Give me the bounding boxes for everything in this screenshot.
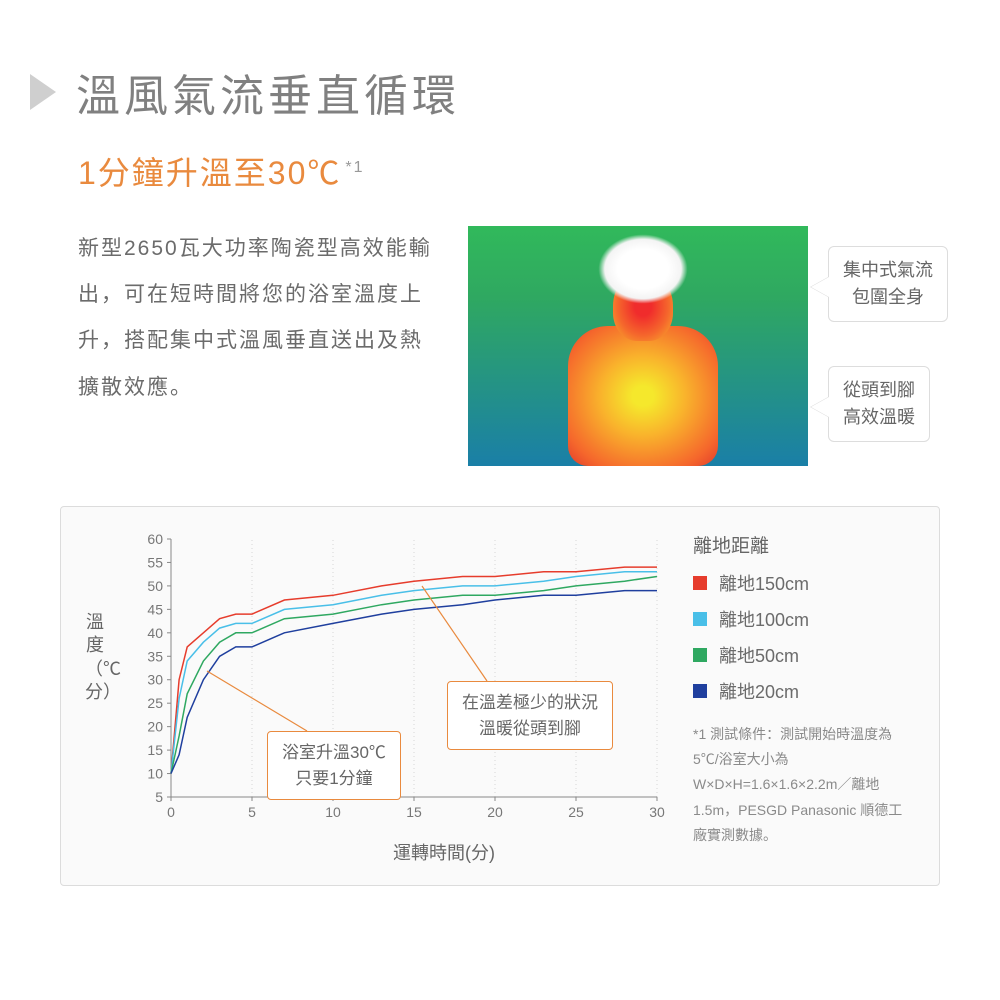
y-axis-label: 溫度（℃分） bbox=[85, 611, 105, 705]
legend-label: 離地20cm bbox=[719, 678, 799, 704]
svg-text:30: 30 bbox=[649, 804, 665, 820]
main-title: 溫風氣流垂直循環 bbox=[76, 60, 460, 124]
subtitle-text: 1分鐘升溫至30℃ bbox=[78, 155, 341, 191]
svg-text:55: 55 bbox=[147, 554, 163, 570]
svg-text:15: 15 bbox=[406, 804, 422, 820]
legend-item: 離地50cm bbox=[693, 642, 915, 668]
legend-label: 離地100cm bbox=[719, 606, 809, 632]
chart-callout-2: 在溫差極少的狀況溫暖從頭到腳 bbox=[447, 681, 613, 750]
legend-label: 離地150cm bbox=[719, 570, 809, 596]
svg-text:20: 20 bbox=[487, 804, 503, 820]
legend-label: 離地50cm bbox=[719, 642, 799, 668]
subtitle-sup: *1 bbox=[345, 159, 364, 176]
svg-text:10: 10 bbox=[147, 766, 163, 782]
svg-text:10: 10 bbox=[325, 804, 341, 820]
legend-item: 離地20cm bbox=[693, 678, 915, 704]
svg-text:35: 35 bbox=[147, 648, 163, 664]
svg-text:15: 15 bbox=[147, 742, 163, 758]
thermal-image bbox=[468, 226, 808, 466]
legend-swatch bbox=[693, 648, 707, 662]
svg-text:50: 50 bbox=[147, 578, 163, 594]
svg-text:5: 5 bbox=[248, 804, 256, 820]
svg-text:0: 0 bbox=[167, 804, 175, 820]
description: 新型2650瓦大功率陶瓷型高效能輸出，可在短時間將您的浴室溫度上升，搭配集中式溫… bbox=[78, 226, 438, 466]
svg-text:25: 25 bbox=[568, 804, 584, 820]
svg-text:60: 60 bbox=[147, 531, 163, 547]
legend-swatch bbox=[693, 612, 707, 626]
chart-box: 溫度（℃分） 510152025303540455055600510152025… bbox=[60, 506, 940, 886]
legend-item: 離地150cm bbox=[693, 570, 915, 596]
x-axis-label: 運轉時間(分) bbox=[393, 839, 495, 865]
thermal-image-block: 集中式氣流包圍全身 從頭到腳高效溫暖 bbox=[468, 226, 940, 466]
svg-text:20: 20 bbox=[147, 719, 163, 735]
triangle-icon bbox=[30, 74, 56, 110]
chart-callout-1: 浴室升溫30℃只要1分鐘 bbox=[267, 731, 401, 800]
legend-column: 離地距離 離地150cm 離地100cm 離地50cm 離地20cm *1 測試條件：… bbox=[693, 531, 915, 861]
legend-item: 離地100cm bbox=[693, 606, 915, 632]
svg-text:40: 40 bbox=[147, 625, 163, 641]
chart-area: 溫度（℃分） 510152025303540455055600510152025… bbox=[93, 531, 673, 861]
footnote: *1 測試條件：測試開始時溫度為5℃/浴室大小為W×D×H=1.6×1.6×2.… bbox=[693, 722, 915, 848]
legend-swatch bbox=[693, 684, 707, 698]
svg-text:30: 30 bbox=[147, 672, 163, 688]
thermal-callout-2: 從頭到腳高效溫暖 bbox=[828, 366, 930, 442]
thermal-callout-1: 集中式氣流包圍全身 bbox=[828, 246, 948, 322]
legend-title: 離地距離 bbox=[693, 531, 915, 558]
svg-text:5: 5 bbox=[155, 789, 163, 805]
subtitle: 1分鐘升溫至30℃*1 bbox=[78, 148, 940, 194]
svg-text:45: 45 bbox=[147, 601, 163, 617]
svg-text:25: 25 bbox=[147, 695, 163, 711]
legend-swatch bbox=[693, 576, 707, 590]
